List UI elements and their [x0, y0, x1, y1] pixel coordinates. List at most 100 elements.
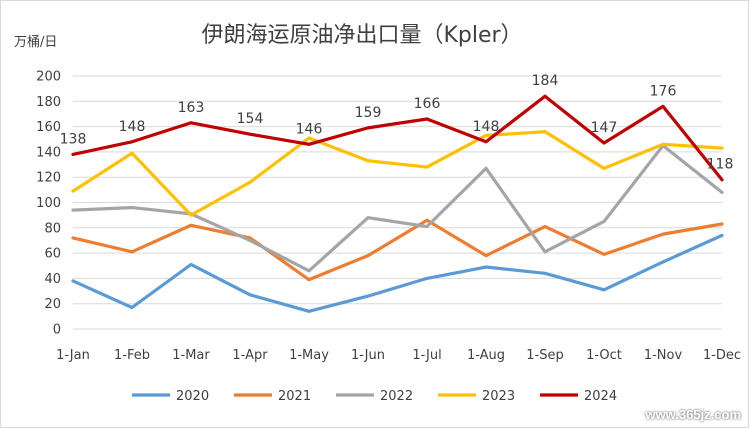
x-tick-label: 1-Sep [526, 348, 563, 363]
legend-label: 2020 [176, 389, 209, 404]
data-label: 159 [355, 105, 382, 121]
x-tick-label: 1-Feb [114, 348, 150, 363]
data-point-2021 [189, 223, 193, 227]
x-tick-label: 1-Jul [412, 348, 441, 363]
y-axis-ticks: 0 20 40 60 80 100 120 140 160 180 200 [36, 70, 61, 338]
data-label: 148 [473, 119, 500, 135]
series-line-2022 [71, 143, 724, 273]
data-point-2020 [366, 294, 370, 298]
data-point-2023 [307, 136, 311, 140]
series-line-2024 [71, 94, 724, 182]
y-tick-label: 40 [44, 272, 61, 287]
data-label: 146 [296, 121, 323, 137]
data-point-2020 [484, 265, 488, 269]
data-point-2021 [366, 254, 370, 258]
data-point-2024 [484, 140, 488, 144]
data-point-2023 [248, 180, 252, 184]
data-point-2021 [484, 254, 488, 258]
data-point-2023 [484, 133, 488, 137]
data-point-2020 [661, 260, 665, 264]
data-point-2022 [130, 206, 134, 210]
data-point-2022 [602, 219, 606, 223]
watermark: www.365jz.com [645, 407, 741, 422]
y-tick-label: 0 [53, 323, 61, 338]
data-point-2022 [71, 208, 75, 212]
data-point-2020 [720, 233, 724, 237]
legend-label: 2021 [278, 389, 311, 404]
x-tick-label: 1-Aug [467, 348, 505, 363]
x-tick-label: 1-May [289, 348, 329, 363]
legend-label: 2023 [482, 389, 515, 404]
y-tick-label: 180 [36, 95, 61, 110]
data-point-2023 [71, 189, 75, 193]
data-point-2022 [307, 269, 311, 273]
data-label: 138 [60, 131, 87, 147]
series-lines [71, 94, 724, 313]
data-point-2023 [189, 213, 193, 217]
legend: 2020 2021 2022 2023 2024 [132, 389, 617, 404]
data-label: 166 [414, 96, 441, 112]
data-point-2023 [130, 151, 134, 155]
data-point-2022 [248, 238, 252, 242]
data-point-2021 [602, 252, 606, 256]
data-point-2022 [720, 190, 724, 194]
x-axis-ticks: 1-Jan 1-Feb 1-Mar 1-Apr 1-May 1-Jun 1-Jul 1-Aug… [56, 348, 741, 363]
x-tick-label: 1-Jun [351, 348, 385, 363]
data-point-2024 [130, 140, 134, 144]
data-point-2024 [71, 152, 75, 156]
data-point-2021 [130, 250, 134, 254]
legend-label: 2024 [584, 389, 617, 404]
data-point-2020 [71, 279, 75, 283]
series-line-2020 [71, 233, 724, 313]
legend-label: 2022 [380, 389, 413, 404]
data-point-2024 [661, 104, 665, 108]
y-tick-label: 120 [36, 171, 61, 186]
data-point-2020 [189, 262, 193, 266]
data-point-2021 [543, 225, 547, 229]
data-label: 148 [119, 119, 146, 135]
y-tick-label: 140 [36, 145, 61, 160]
data-point-2024 [425, 117, 429, 121]
y-tick-label: 160 [36, 120, 61, 135]
data-point-2023 [602, 166, 606, 170]
data-point-2021 [71, 236, 75, 240]
x-tick-label: 1-Mar [172, 348, 210, 363]
data-label: 176 [650, 83, 677, 99]
data-point-2022 [543, 250, 547, 254]
gridlines [73, 75, 722, 330]
x-tick-label: 1-Dec [703, 348, 741, 363]
data-point-2020 [130, 305, 134, 309]
data-label: 184 [532, 73, 559, 89]
x-tick-label: 1-Jan [56, 348, 90, 363]
data-point-2020 [248, 293, 252, 297]
data-point-2020 [425, 276, 429, 280]
x-tick-label: 1-Oct [586, 348, 622, 363]
data-point-2023 [720, 146, 724, 150]
data-point-2023 [425, 165, 429, 169]
y-axis-unit-label: 万桶/日 [14, 35, 57, 50]
data-point-2024 [189, 121, 193, 125]
y-tick-label: 100 [36, 196, 61, 211]
chart-title: 伊朗海运原油净出口量（Kpler） [201, 23, 522, 48]
data-point-2020 [602, 288, 606, 292]
x-tick-label: 1-Apr [232, 348, 268, 363]
data-point-2022 [425, 225, 429, 229]
data-point-2024 [307, 142, 311, 146]
data-point-2024 [720, 178, 724, 182]
y-tick-label: 80 [44, 221, 61, 236]
data-label: 118 [707, 157, 734, 173]
y-tick-label: 200 [36, 70, 61, 85]
data-point-2020 [307, 309, 311, 313]
data-point-2023 [661, 142, 665, 146]
data-point-2022 [484, 166, 488, 170]
data-point-2020 [543, 271, 547, 275]
data-label: 154 [237, 111, 264, 127]
data-label: 163 [178, 100, 205, 116]
data-point-2024 [543, 94, 547, 98]
data-point-2021 [720, 222, 724, 226]
data-point-2024 [248, 132, 252, 136]
data-point-2023 [543, 130, 547, 134]
data-point-2023 [366, 159, 370, 163]
